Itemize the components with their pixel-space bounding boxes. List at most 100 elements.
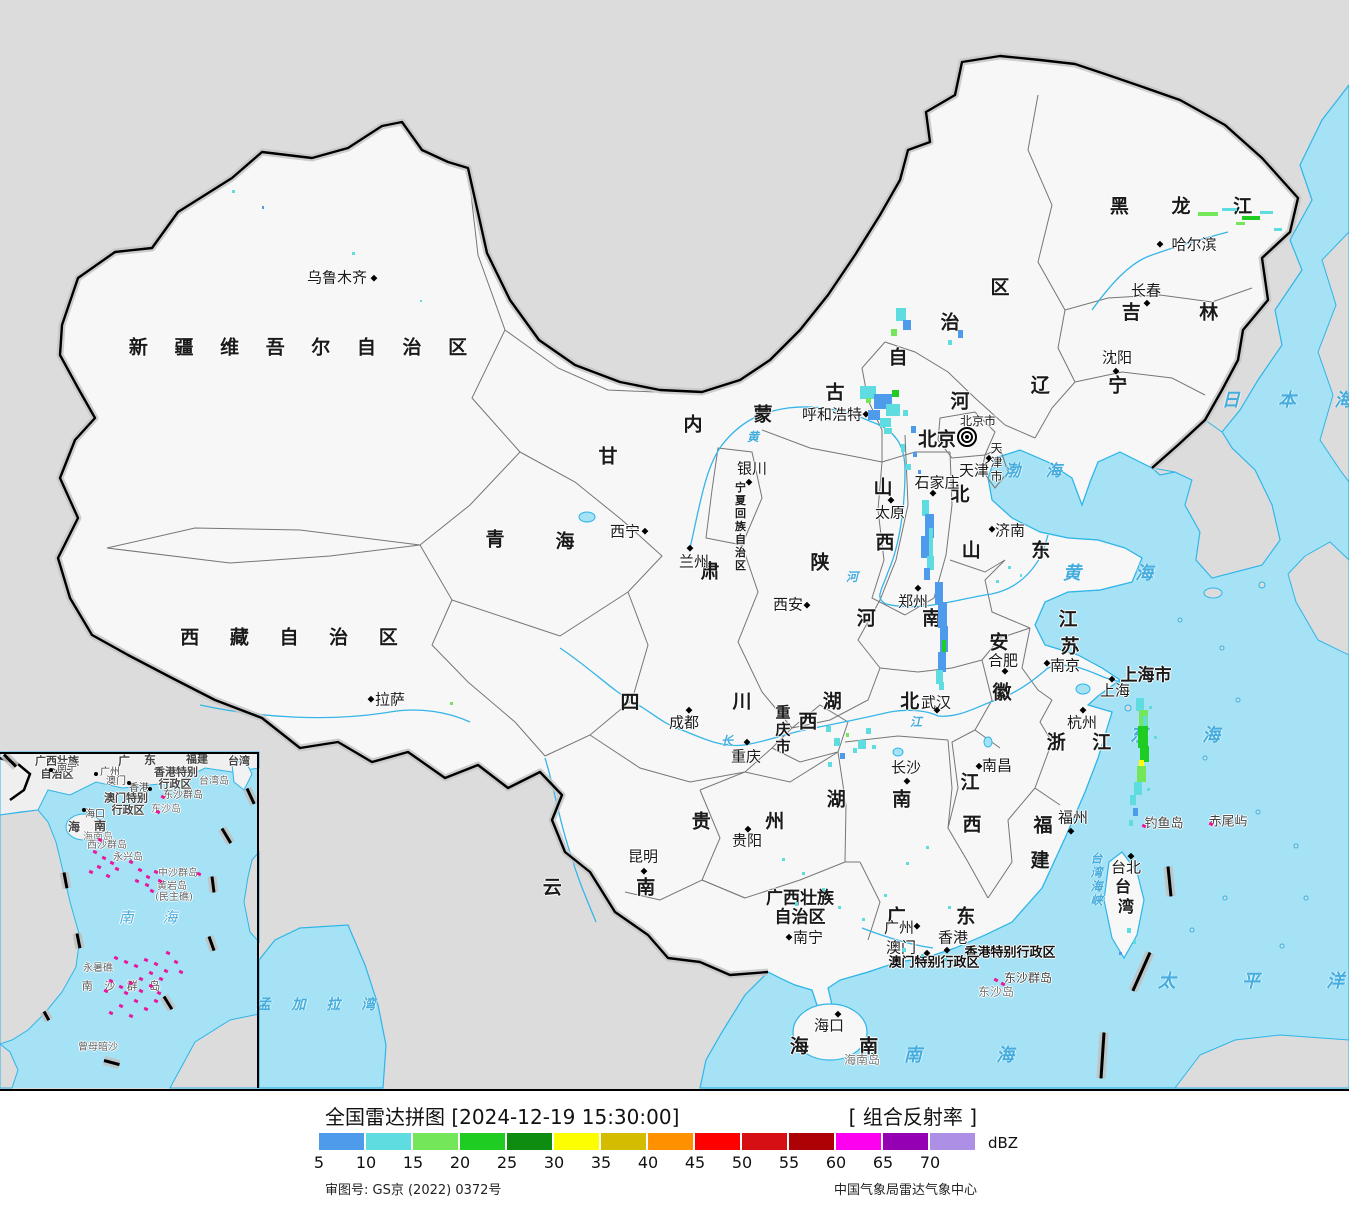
inset-label: 曾母暗沙 [78, 1042, 118, 1053]
legend-color-40 [648, 1133, 693, 1150]
province-label: 重庆市 [773, 704, 792, 756]
city-marker-icon: ◆ [975, 761, 983, 772]
radar-echo [911, 426, 916, 433]
inset-city-dot [127, 781, 131, 785]
province-label: 河 南 [856, 607, 962, 630]
radar-echo [826, 726, 831, 732]
radar-echo [1274, 228, 1282, 231]
province-label: 安 [989, 631, 1009, 654]
city-label: 长春 [1130, 281, 1162, 300]
city-label: 西安 [772, 595, 804, 614]
province-label: 台 [1114, 877, 1132, 896]
hainan-island [792, 1003, 868, 1061]
radar-echo [901, 444, 905, 452]
city-marker-icon: ◆ [988, 524, 996, 535]
national-border [56, 54, 1300, 977]
province-label: 西 [875, 531, 895, 554]
legend-tick: 15 [402, 1153, 424, 1172]
province-label: 治 [940, 311, 960, 334]
city-label: 成都 [668, 713, 700, 732]
radar-echo [828, 762, 832, 767]
inset-label: 香港特别 [154, 765, 198, 779]
radar-echo [1154, 736, 1157, 739]
city-marker-icon: ◆ [887, 495, 895, 506]
sea-label: 太 平 洋 [1157, 971, 1345, 992]
radar-echo [262, 206, 264, 209]
china-radar-map: 黑 龙 江吉 林辽 宁内蒙古自治区新 疆 维 吾 尔 自 治 区甘肃青海西 藏 … [0, 0, 1349, 1089]
province-label: 西 [962, 813, 982, 836]
sea-label: 长 [720, 734, 734, 748]
radar-echo [868, 410, 880, 420]
legend-tick: 20 [449, 1153, 471, 1172]
sea-label: 孟 加 拉 湾 [256, 997, 384, 1013]
radar-echo [1236, 222, 1245, 225]
province-label: 湾 [1117, 897, 1135, 916]
radar-echo [802, 872, 805, 875]
sea-label: 台湾海峡 [1089, 852, 1103, 908]
radar-echo [795, 902, 798, 906]
product-label: [ 组合反射率 ] [848, 1105, 977, 1129]
radar-echo [1138, 726, 1148, 748]
radar-echo [902, 948, 906, 952]
city-marker-icon: ◆ [785, 932, 793, 943]
legend-color-60 [836, 1133, 881, 1150]
city-marker-icon: ◆ [862, 409, 870, 420]
province-label: 徽 [992, 681, 1012, 704]
city-label: 天津市 [989, 442, 1003, 484]
radar-echo [884, 428, 892, 434]
radar-echo [935, 582, 943, 604]
radar-echo [926, 846, 929, 849]
sea-label: 南 海 [903, 1045, 1049, 1066]
radar-echo [906, 862, 909, 865]
sea-label: 江 [909, 715, 923, 729]
legend-color-5 [319, 1133, 364, 1150]
legend-tick: 45 [684, 1153, 706, 1172]
city-marker-icon: ◆ [1108, 674, 1116, 685]
radar-echo [925, 514, 934, 538]
sea-label: 东 海 [1129, 725, 1245, 746]
island-label: 澳门特别行政区 [888, 955, 980, 971]
legend-tick: 35 [590, 1153, 612, 1172]
province-label: 浙 江 [1046, 731, 1122, 754]
city-label: 昆明 [627, 847, 659, 866]
inset-label: 广西壮族 [35, 754, 79, 768]
city-label: 南京 [1049, 656, 1081, 675]
city-label: 重庆 [730, 747, 762, 766]
province-label: 内 [683, 413, 703, 436]
city-marker-icon: ◆ [943, 945, 951, 956]
inset-label: (民主礁) [155, 892, 193, 903]
radar-echo [891, 329, 897, 336]
radar-echo [822, 888, 825, 891]
province-label: 湖 南 [826, 788, 932, 811]
city-label: 香港 [937, 928, 969, 947]
city-label: 太原 [874, 503, 906, 522]
inset-label: 台湾岛 [199, 776, 229, 787]
city-label: 天津 [958, 461, 990, 480]
radar-echo [1133, 808, 1138, 816]
sea-label: 黄 海 [1062, 563, 1178, 584]
radar-echo [996, 580, 999, 583]
city-label: 上海市 [1120, 665, 1172, 686]
radar-echo [922, 500, 929, 516]
city-marker-icon: ◆ [640, 866, 648, 877]
city-marker-icon: ◆ [914, 583, 922, 594]
city-marker-icon: ◆ [1079, 705, 1087, 716]
legend-color-10 [366, 1133, 411, 1150]
approval-number: 审图号: GS京 (2022) 0372号 [325, 1183, 502, 1198]
legend-tick: 60 [825, 1153, 847, 1172]
province-label: 山 [873, 476, 893, 499]
radar-echo [838, 906, 841, 909]
inset-label: 行政区 [111, 803, 145, 817]
inset-label: 永暑礁 [83, 963, 113, 974]
inset-label: 行政区 [158, 777, 192, 791]
inset-label: 广 [117, 754, 131, 768]
radar-echo [1020, 574, 1022, 577]
radar-echo [782, 858, 785, 861]
inset-label: 东沙岛 [151, 804, 181, 815]
radar-echo [929, 528, 933, 558]
legend-color-45 [695, 1133, 740, 1150]
legend-color-35 [601, 1133, 646, 1150]
radar-echo [1143, 716, 1147, 726]
south-china-sea-inset [0, 752, 259, 1088]
legend-color-20 [460, 1133, 505, 1150]
